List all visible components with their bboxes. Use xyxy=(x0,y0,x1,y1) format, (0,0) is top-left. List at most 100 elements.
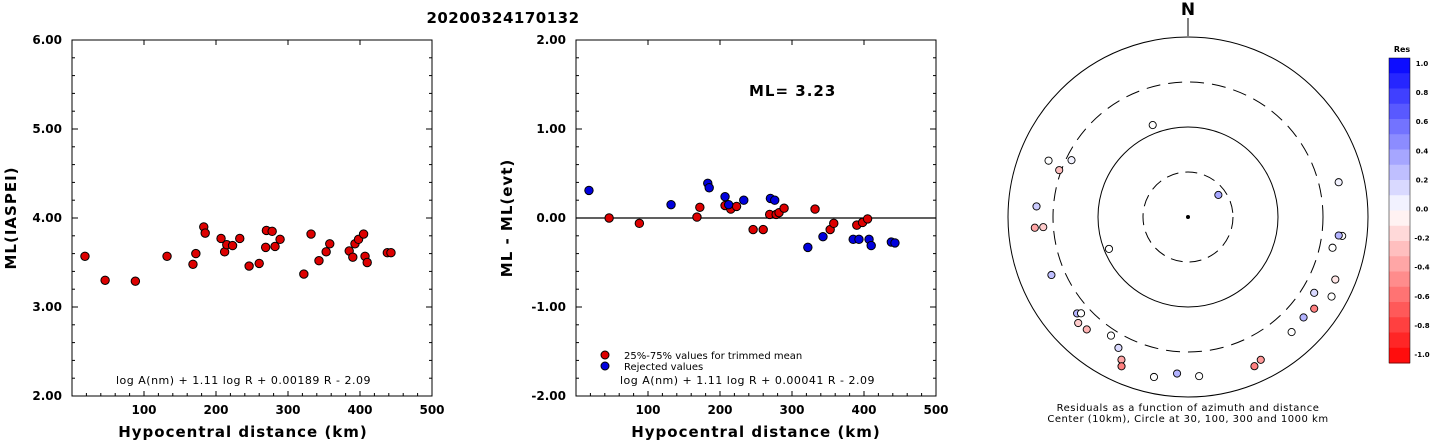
y-tick-label: 2.00 xyxy=(32,389,62,403)
data-point xyxy=(723,199,734,210)
station-marker xyxy=(1074,318,1083,328)
x-tick-label: 400 xyxy=(851,403,876,417)
data-point xyxy=(227,240,238,251)
figure-title: 20200324170132 xyxy=(426,9,579,27)
data-point xyxy=(235,233,245,244)
data-point xyxy=(162,251,172,261)
colorbar-tick-label: 1.0 xyxy=(1416,60,1429,68)
data-point xyxy=(810,204,820,214)
data-point xyxy=(270,241,280,252)
colorbar-tick-label: -1.0 xyxy=(1414,351,1429,359)
colorbar-tick-label: 0.4 xyxy=(1416,147,1429,155)
caption-line-1: Residuals as a function of azimuth and d… xyxy=(1057,403,1320,414)
tick-group: 100 200 300 400 500 2.00 3.00 4.00 5.00 6.00 xyxy=(32,33,444,417)
station-marker xyxy=(1287,328,1296,337)
colorbar-cell xyxy=(1389,332,1410,349)
station-marker xyxy=(1195,372,1204,381)
station-marker xyxy=(1039,223,1048,232)
legend-label-rejected: Rejected values xyxy=(624,362,703,373)
circle-300km xyxy=(1052,81,1324,353)
data-point xyxy=(362,257,372,268)
colorbar-ticks: 1.0 0.8 0.6 0.4 0.2 0.0 -0.2 -0.4 -0.6 -0.8 -1.0 xyxy=(1414,60,1429,359)
x-tick-label: 500 xyxy=(419,403,444,417)
panel-ml-iaspei: 100 200 300 400 500 2.00 3.00 4.00 5.00 6.00 ML(I… xyxy=(2,33,445,441)
panel-ml-residual: 100 200 300 400 500 -2.00 -1.00 0.00 1.00 2.00 ML… xyxy=(498,33,949,441)
data-point xyxy=(100,275,110,285)
legend-marker-trimmed xyxy=(600,350,610,360)
station-marker xyxy=(1044,156,1053,165)
circle-100km xyxy=(1097,126,1279,308)
station-marker xyxy=(1055,166,1064,175)
station-marker xyxy=(1299,313,1308,322)
colorbar-tick-label: -0.4 xyxy=(1414,264,1429,272)
y-tick-label: 1.00 xyxy=(536,122,566,136)
y-tick-label: 6.00 xyxy=(32,33,62,47)
data-point xyxy=(325,239,335,249)
x-tick-label: 300 xyxy=(275,403,300,417)
x-tick-label: 100 xyxy=(635,403,660,417)
station-marker xyxy=(1149,372,1159,382)
colorbar-cell xyxy=(1389,195,1410,211)
station-marker xyxy=(1328,243,1337,252)
data-point xyxy=(314,256,324,266)
colorbar-tick-label: 0.6 xyxy=(1416,118,1429,126)
y-tick-label: 3.00 xyxy=(32,300,62,314)
colorbar-cell xyxy=(1389,210,1410,227)
legend-marker-rejected xyxy=(600,361,610,371)
colorbar-cell xyxy=(1389,302,1410,318)
data-point xyxy=(704,183,714,193)
colorbar-cell xyxy=(1389,164,1410,181)
formula-label: log A(nm) + 1.11 log R + 0.00041 R - 2.0… xyxy=(620,374,875,387)
data-point xyxy=(321,247,331,257)
colorbar-tick-label: 0.8 xyxy=(1416,89,1429,97)
station-marker xyxy=(1327,292,1336,301)
y-axis-label: ML(IASPEI) xyxy=(2,166,20,269)
north-label: N xyxy=(1181,0,1195,20)
y-tick-label: -1.00 xyxy=(531,300,566,314)
station-marker xyxy=(1310,304,1319,313)
data-point xyxy=(267,226,277,237)
stations-group xyxy=(1030,121,1347,382)
colorbar-cell xyxy=(1389,225,1410,242)
data-point xyxy=(803,242,813,253)
data-point xyxy=(829,218,839,229)
station-marker xyxy=(1047,270,1056,280)
station-marker xyxy=(1250,362,1259,371)
data-point xyxy=(188,259,198,269)
data-point xyxy=(862,214,873,224)
station-marker xyxy=(1334,178,1343,187)
colorbar-cell xyxy=(1389,180,1410,196)
data-point xyxy=(854,234,864,245)
legend-label-trimmed: 25%-75% values for trimmed mean xyxy=(624,351,802,362)
station-marker xyxy=(1148,121,1157,130)
station-marker xyxy=(1030,223,1039,232)
formula-label: log A(nm) + 1.11 log R + 0.00189 R - 2.0… xyxy=(116,374,371,387)
data-point xyxy=(306,229,316,239)
data-point xyxy=(216,233,226,244)
circle-30km xyxy=(1142,171,1234,263)
x-tick-label: 300 xyxy=(779,403,804,417)
colorbar-tick-label: 0.2 xyxy=(1416,176,1429,184)
x-tick-label: 400 xyxy=(347,403,372,417)
data-point xyxy=(299,269,309,279)
y-tick-label: 4.00 xyxy=(32,211,62,225)
station-marker xyxy=(1334,231,1343,240)
data-point xyxy=(695,202,705,213)
data-point xyxy=(244,261,254,271)
colorbar-cell xyxy=(1389,271,1410,288)
points-group xyxy=(584,178,900,253)
circle-1000km xyxy=(1007,36,1369,398)
data-point xyxy=(254,258,264,269)
station-marker xyxy=(1331,275,1340,284)
colorbar-cell xyxy=(1389,241,1410,257)
epicenter-dot xyxy=(1186,215,1190,219)
colorbar-frame xyxy=(1388,57,1411,364)
data-point xyxy=(739,195,749,205)
y-tick-label: 5.00 xyxy=(32,122,62,136)
colorbar-tick-label: -0.2 xyxy=(1414,235,1429,243)
data-point xyxy=(130,276,141,286)
x-axis-label: Hypocentral distance (km) xyxy=(118,423,368,441)
station-marker xyxy=(1067,156,1076,165)
station-marker xyxy=(1076,309,1086,318)
colorbar-cells xyxy=(1388,57,1411,364)
